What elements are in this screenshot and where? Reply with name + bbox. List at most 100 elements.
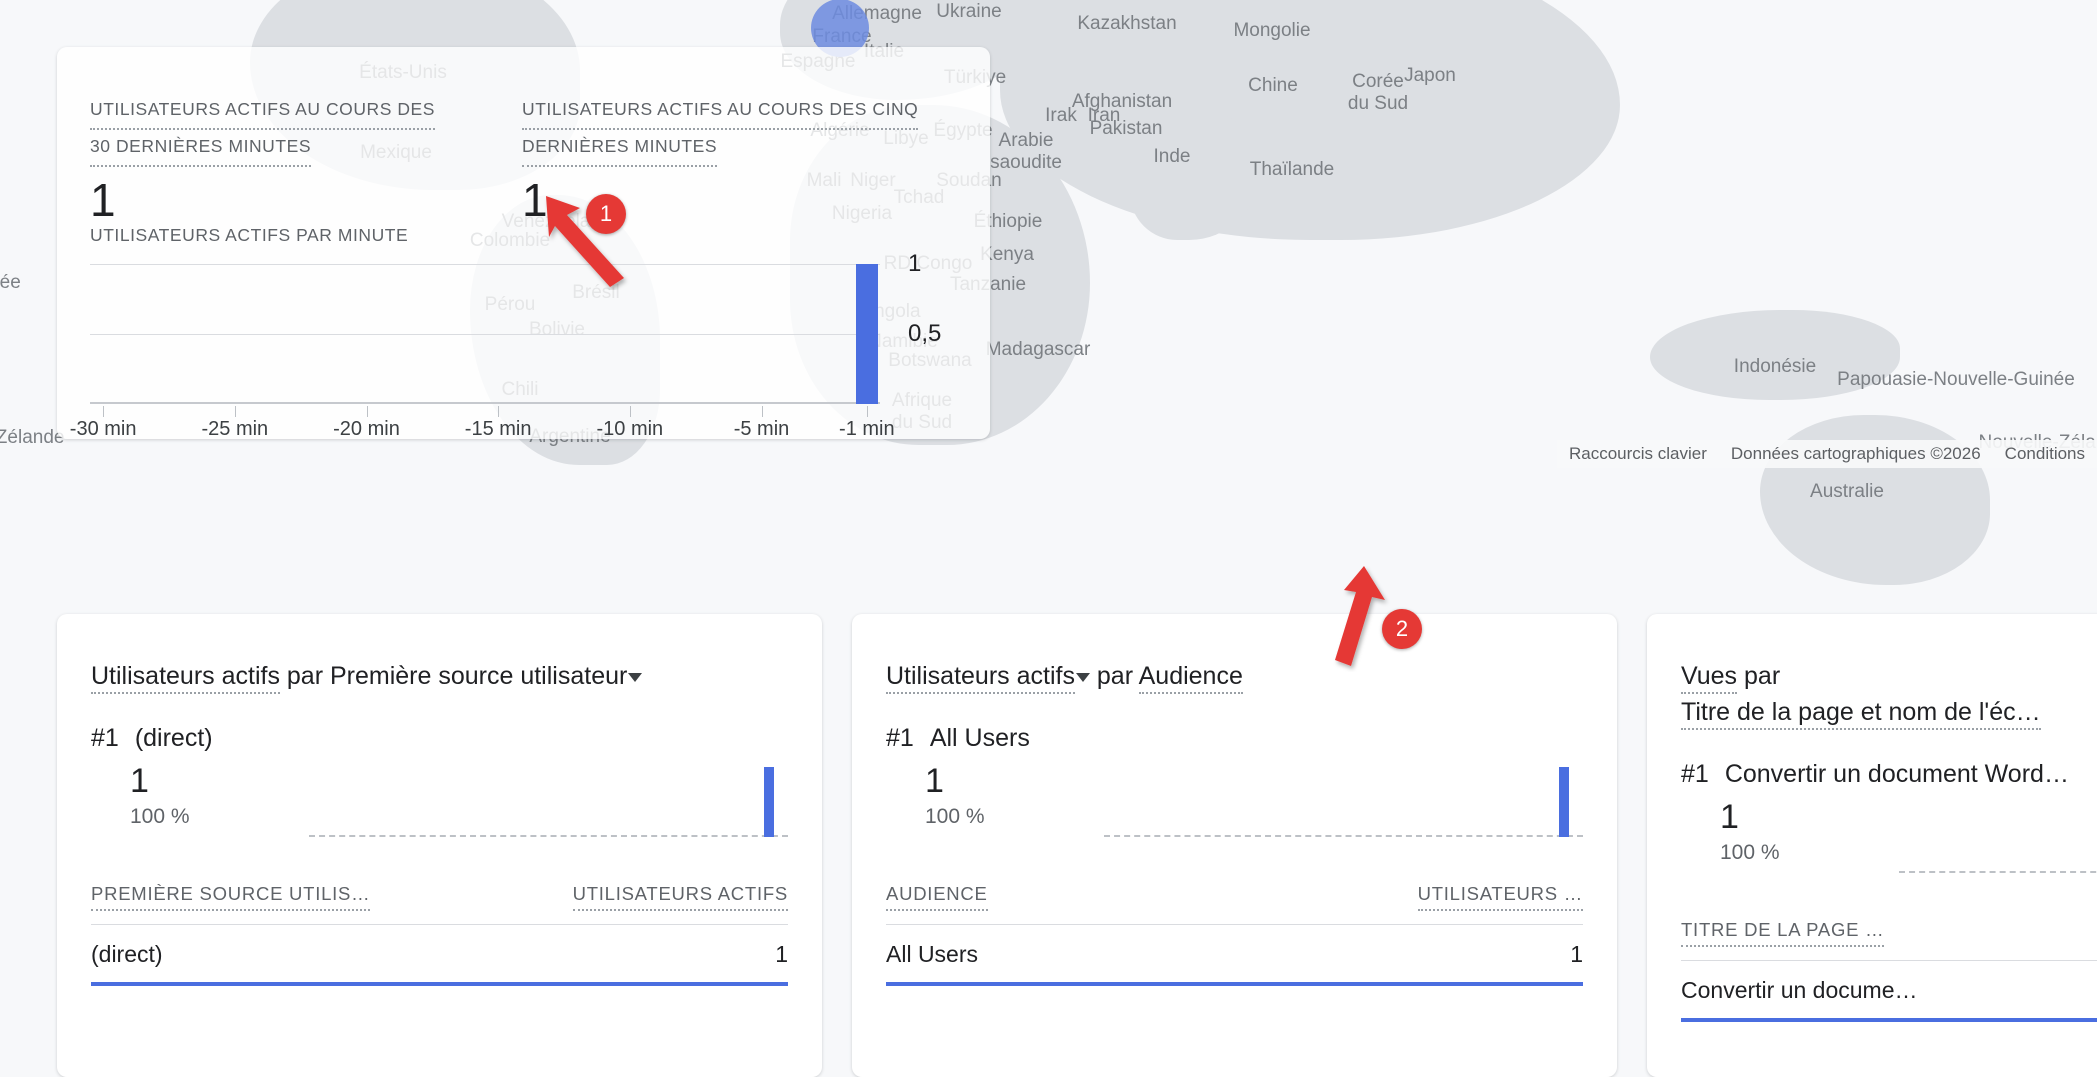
- metric-5min-title: UTILISATEURS ACTIFS AU COURS DES CINQ DE…: [522, 93, 942, 167]
- card-figure: 1 100 %: [91, 761, 788, 853]
- card-title-connector: par: [1737, 662, 1781, 690]
- card-figure: 1 100 %: [886, 761, 1583, 853]
- card-dimension-label[interactable]: Première source utilisateur: [329, 662, 628, 690]
- table-cell-value: 1: [775, 941, 788, 967]
- annotation-badge-2: 2: [1382, 609, 1422, 649]
- metric-active-users-30min: UTILISATEURS ACTIFS AU COURS DES 30 DERN…: [90, 93, 522, 246]
- card-percent: 100 %: [1720, 841, 1780, 864]
- landmass-southeast-asia: [1650, 310, 1900, 400]
- card-table: TITRE DE LA PAGE …VUES Convertir un docum…: [1681, 919, 2097, 1022]
- table-header-row: TITRE DE LA PAGE …VUES: [1681, 919, 2097, 949]
- table-cell-label: (direct): [91, 941, 163, 967]
- chart-x-axis: -30 min -25 min -20 min -15 min -10 min -5 mi…: [70, 406, 895, 446]
- table-row[interactable]: Convertir un docume…1: [1681, 961, 2097, 1018]
- card-sparkline: [1104, 761, 1583, 837]
- map-data-copyright: Données cartographiques ©2026: [1718, 440, 1993, 468]
- chart-x-tick: [234, 406, 236, 417]
- annotation-badge-1: 1: [586, 194, 626, 234]
- card-dimension-label[interactable]: Titre de la page et nom de l'éc…: [1681, 698, 2041, 730]
- table-divider: [1681, 960, 2097, 961]
- table-header-row: AUDIENCE UTILISATEURS …: [886, 883, 1583, 913]
- card-top-item: #1 (direct): [91, 724, 788, 753]
- card-rank-label: (direct): [134, 724, 213, 752]
- card-title: Utilisateurs actifs par Audience: [886, 658, 1583, 694]
- chart-y-tick-label: 1: [908, 250, 922, 277]
- card-rank-number: #1: [1681, 760, 1709, 788]
- card-value: 1: [925, 762, 944, 800]
- chart-x-tick: [366, 406, 368, 417]
- landmass-madagascar: [1015, 310, 1057, 405]
- card-title-connector: par: [279, 662, 330, 690]
- metric-30min-subtitle: UTILISATEURS ACTIFS PAR MINUTE: [90, 225, 409, 245]
- metric-5min-title-line2: DERNIÈRES MINUTES: [522, 130, 718, 167]
- card-metric-label[interactable]: Utilisateurs actifs: [91, 662, 280, 694]
- table-column-header-left[interactable]: TITRE DE LA PAGE …: [1681, 919, 1885, 947]
- keyboard-shortcuts-link[interactable]: Raccourcis clavier: [1556, 440, 1719, 468]
- table-row[interactable]: All Users 1: [886, 925, 1583, 982]
- sparkline-bar: [1559, 767, 1569, 837]
- sparkline-baseline: [1899, 871, 2097, 873]
- table-column-header-right[interactable]: UTILISATEURS …: [1417, 883, 1583, 911]
- table-column-header-left[interactable]: PREMIÈRE SOURCE UTILIS…: [91, 883, 371, 911]
- chart-x-tick: [629, 406, 631, 417]
- card-table: PREMIÈRE SOURCE UTILIS… UTILISATEURS ACTI…: [91, 883, 788, 986]
- realtime-card: Vues par Titre de la page et nom de l'éc……: [1647, 614, 2097, 1077]
- sparkline-baseline: [309, 835, 788, 837]
- card-rank-label: Convertir un document Word…: [1724, 760, 2069, 788]
- map-attribution: Raccourcis clavier Données cartographiqu…: [1556, 440, 2097, 468]
- table-column-header-left[interactable]: AUDIENCE: [886, 883, 988, 911]
- card-title: Vues par Titre de la page et nom de l'éc…: [1681, 658, 2097, 730]
- map-label: Nouvelle-Zélande: [0, 427, 65, 449]
- card-table: AUDIENCE UTILISATEURS … All Users 1: [886, 883, 1583, 986]
- active-users-per-minute-chart[interactable]: 0,5 1 -30 min -25 min -20 min -15 min -10 min…: [70, 250, 958, 449]
- chevron-down-icon[interactable]: [628, 672, 643, 682]
- terms-link[interactable]: Conditions: [1992, 440, 2097, 468]
- metric-row: UTILISATEURS ACTIFS AU COURS DES 30 DERN…: [90, 93, 958, 246]
- card-rank-number: #1: [91, 724, 119, 752]
- chart-x-tick: [866, 406, 868, 417]
- realtime-card: Utilisateurs actifs par Première source …: [57, 614, 822, 1077]
- card-top-item: #1 All Users: [886, 724, 1583, 753]
- card-dimension-label[interactable]: Audience: [1138, 662, 1243, 694]
- metric-30min-value: 1: [90, 174, 116, 226]
- chart-x-tick-label: -20 min: [333, 418, 400, 440]
- table-column-header-right[interactable]: UTILISATEURS ACTIFS: [572, 883, 788, 911]
- card-value: 1: [1720, 798, 1739, 836]
- table-row-bar: [886, 982, 1583, 986]
- card-metric-label[interactable]: Vues: [1681, 662, 1738, 694]
- table-row-bar: [91, 982, 788, 986]
- card-metric-label[interactable]: Utilisateurs actifs: [886, 662, 1075, 694]
- card-rank-number: #1: [886, 724, 914, 752]
- map-label: Papouasie-Nouvelle-Guinée: [0, 272, 21, 294]
- table-row[interactable]: (direct) 1: [91, 925, 788, 982]
- table-cell-value: 1: [1570, 941, 1583, 967]
- chevron-down-icon[interactable]: [1075, 672, 1090, 682]
- table-cell-label: Convertir un docume…: [1681, 977, 1918, 1003]
- chart-x-tick-label: -30 min: [69, 418, 137, 440]
- chart-y-tick-label: 0,5: [908, 320, 942, 347]
- metric-active-users-5min: UTILISATEURS ACTIFS AU COURS DES CINQ DE…: [522, 93, 942, 246]
- annotation-badge-2-number: 2: [1395, 616, 1409, 641]
- chart-x-tick-label: -1 min: [839, 418, 895, 440]
- chart-x-tick: [761, 406, 763, 417]
- realtime-overview-panel: UTILISATEURS ACTIFS AU COURS DES 30 DERN…: [57, 47, 990, 440]
- table-divider: [91, 924, 788, 925]
- card-percent: 100 %: [130, 805, 190, 828]
- card-top-item: #1 Convertir un document Word…: [1681, 760, 2097, 789]
- chart-x-tick-label: -10 min: [596, 418, 664, 440]
- metric-30min-title-line1: UTILISATEURS ACTIFS AU COURS DES: [90, 93, 435, 130]
- card-percent: 100 %: [925, 805, 985, 828]
- chart-x-tick: [498, 406, 500, 417]
- chart-x-tick-label: -25 min: [201, 418, 269, 440]
- landmass-asia: [1000, 0, 1620, 240]
- metric-30min-title: UTILISATEURS ACTIFS AU COURS DES 30 DERN…: [90, 93, 522, 167]
- table-divider: [886, 924, 1583, 925]
- metric-5min-value: 1: [522, 174, 548, 226]
- annotation-badge-1-number: 1: [599, 201, 613, 226]
- chart-bar[interactable]: [855, 264, 878, 404]
- chart-x-tick-label: -5 min: [733, 418, 790, 440]
- card-title: Utilisateurs actifs par Première source …: [91, 658, 788, 694]
- card-sparkline: [1899, 797, 2097, 873]
- realtime-card: Utilisateurs actifs par Audience #1 All Us…: [852, 614, 1617, 1077]
- chart-baseline: [90, 402, 880, 404]
